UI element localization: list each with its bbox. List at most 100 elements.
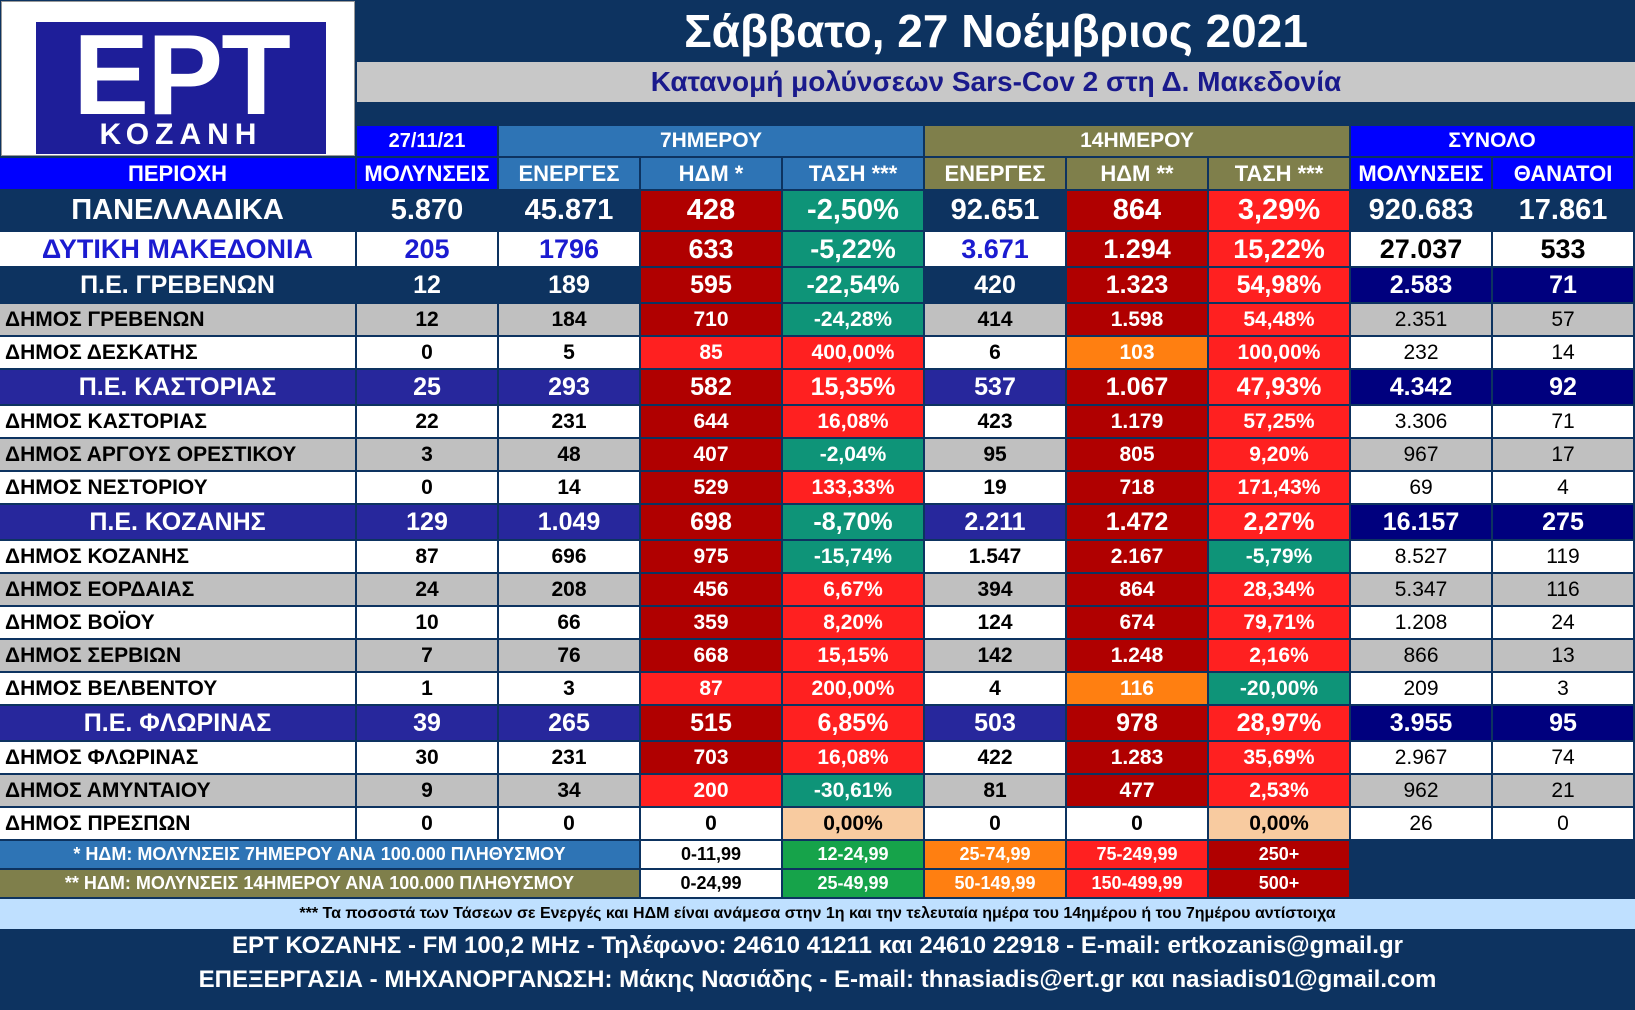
table-cell: 16.157 [1351, 505, 1493, 541]
table-cell: 414 [925, 304, 1067, 337]
legend-range: 0-11,99 [641, 841, 783, 870]
table-cell: 92.651 [925, 191, 1067, 232]
region-name: ΔΗΜΟΣ ΚΑΣΤΟΡΙΑΣ [0, 406, 357, 439]
legend-range: 25-74,99 [925, 841, 1067, 870]
table-cell: 10 [357, 607, 499, 640]
table-cell: 129 [357, 505, 499, 541]
table-cell: 54,98% [1209, 268, 1351, 304]
region-name: ΔΗΜΟΣ ΔΕΣΚΑΤΗΣ [0, 337, 357, 370]
table-cell: 200 [641, 775, 783, 808]
region-name: ΔΗΜΟΣ ΣΕΡΒΙΩΝ [0, 640, 357, 673]
table-cell: 5.347 [1351, 574, 1493, 607]
region-name: Π.Ε. ΓΡΕΒΕΝΩΝ [0, 268, 357, 304]
column-header: ΘΑΝΑΤΟΙ [1493, 158, 1635, 191]
table-cell: 633 [641, 232, 783, 268]
table-cell: 533 [1493, 232, 1635, 268]
table-cell: 205 [357, 232, 499, 268]
table-cell: 428 [641, 191, 783, 232]
table-cell: 124 [925, 607, 1067, 640]
table-cell: 668 [641, 640, 783, 673]
table-cell: -2,50% [783, 191, 925, 232]
table-cell: 0 [357, 337, 499, 370]
table-cell: 200,00% [783, 673, 925, 706]
table-cell: 16,08% [783, 742, 925, 775]
table-cell: 703 [641, 742, 783, 775]
table-cell: 422 [925, 742, 1067, 775]
table-cell: 967 [1351, 439, 1493, 472]
table-cell: 232 [1351, 337, 1493, 370]
table-cell: 1.208 [1351, 607, 1493, 640]
table-cell: 71 [1493, 268, 1635, 304]
table-cell: 696 [499, 541, 641, 574]
table-cell: 1.049 [499, 505, 641, 541]
table-cell: 400,00% [783, 337, 925, 370]
column-header: ΤΑΣΗ *** [783, 158, 925, 191]
table-cell: 17 [1493, 439, 1635, 472]
table-cell: 0 [1067, 808, 1209, 841]
logo-subtext: ΚΟΖΑΝΗ [99, 118, 263, 151]
table-cell: 0 [499, 808, 641, 841]
seven-day-header: 7ΗΜΕΡΟΥ [499, 126, 925, 158]
region-name: ΔΗΜΟΣ ΝΕΣΤΟΡΙΟΥ [0, 472, 357, 505]
table-cell: 1.283 [1067, 742, 1209, 775]
table-cell: 47,93% [1209, 370, 1351, 406]
table-cell: 978 [1067, 706, 1209, 742]
table-cell: 133,33% [783, 472, 925, 505]
table-cell: 189 [499, 268, 641, 304]
table-cell: 3.671 [925, 232, 1067, 268]
table-cell: 975 [641, 541, 783, 574]
legend-range: 25-49,99 [783, 870, 925, 899]
page-title: Σάββατο, 27 Νοέμβριος 2021 [684, 5, 1308, 57]
table-cell: -24,28% [783, 304, 925, 337]
table-cell: 57 [1493, 304, 1635, 337]
column-header: ΕΝΕΡΓΕΣ [499, 158, 641, 191]
table-cell: 30 [357, 742, 499, 775]
table-cell: -8,70% [783, 505, 925, 541]
table-cell: 1.472 [1067, 505, 1209, 541]
table-cell: 1.179 [1067, 406, 1209, 439]
table-cell: 3 [357, 439, 499, 472]
table-cell: 962 [1351, 775, 1493, 808]
table-cell: 1796 [499, 232, 641, 268]
table-cell: 71 [1493, 406, 1635, 439]
table-cell: 92 [1493, 370, 1635, 406]
table-cell: 3,29% [1209, 191, 1351, 232]
table-cell: 208 [499, 574, 641, 607]
table-cell: 0 [357, 808, 499, 841]
table-cell: 698 [641, 505, 783, 541]
table-cell: 16,08% [783, 406, 925, 439]
table-cell: 87 [357, 541, 499, 574]
table-cell: 864 [1067, 574, 1209, 607]
region-name: ΔΗΜΟΣ ΓΡΕΒΕΝΩΝ [0, 304, 357, 337]
table-cell: 805 [1067, 439, 1209, 472]
table-cell: 14 [1493, 337, 1635, 370]
table-cell: 5.870 [357, 191, 499, 232]
table-cell: 15,35% [783, 370, 925, 406]
table-cell: 407 [641, 439, 783, 472]
column-header: ΜΟΛΥΝΣΕΙΣ [1351, 158, 1493, 191]
table-cell: 515 [641, 706, 783, 742]
table-cell: 710 [641, 304, 783, 337]
column-header: ΜΟΛΥΝΣΕΙΣ [357, 158, 499, 191]
footnote: *** Τα ποσοστά των Τάσεων σε Ενεργές και… [0, 899, 1635, 929]
table-cell: -5,22% [783, 232, 925, 268]
table-cell: 864 [1067, 191, 1209, 232]
table-cell: 503 [925, 706, 1067, 742]
table-cell: 394 [925, 574, 1067, 607]
table-cell: 9,20% [1209, 439, 1351, 472]
table-cell: 644 [641, 406, 783, 439]
table-cell: 2.967 [1351, 742, 1493, 775]
table-cell: 3 [499, 673, 641, 706]
table-cell: 142 [925, 640, 1067, 673]
table-cell: 456 [641, 574, 783, 607]
region-name: ΠΑΝΕΛΛΑΔΙΚΑ [0, 191, 357, 232]
table-cell: 45.871 [499, 191, 641, 232]
table-cell: 39 [357, 706, 499, 742]
table-cell: -20,00% [1209, 673, 1351, 706]
table-cell: 14 [499, 472, 641, 505]
region-name: ΔΗΜΟΣ ΕΟΡΔΑΙΑΣ [0, 574, 357, 607]
table-cell: 79,71% [1209, 607, 1351, 640]
table-cell: 12 [357, 304, 499, 337]
column-header: ΤΑΣΗ *** [1209, 158, 1351, 191]
region-name: Π.Ε. ΦΛΩΡΙΝΑΣ [0, 706, 357, 742]
